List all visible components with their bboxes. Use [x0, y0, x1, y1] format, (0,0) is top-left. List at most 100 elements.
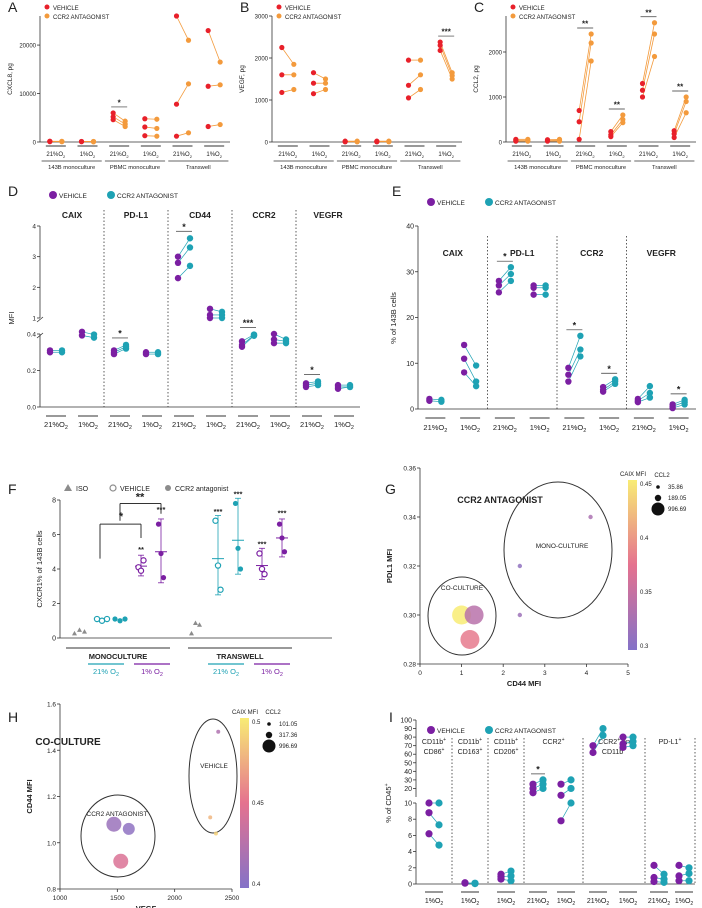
bubble-point — [213, 831, 218, 836]
x-tick-label: 1%O2 — [497, 898, 516, 907]
antagonist-point — [681, 401, 688, 408]
cluster-ellipse — [427, 576, 497, 656]
vehicle-point — [310, 70, 317, 76]
antagonist-point — [471, 879, 479, 888]
group-label: Transwell — [186, 165, 211, 171]
antagonist-point — [250, 332, 258, 339]
group-label: PBMC monoculture — [342, 165, 392, 171]
antagonist-point — [507, 277, 515, 285]
antagonist-point — [218, 314, 226, 322]
y-tick-label: 0.8 — [47, 887, 56, 894]
y-tick-label: 10000 — [19, 92, 36, 98]
antagonist-point — [577, 332, 584, 339]
vehicle-point — [576, 119, 582, 125]
y-tick-label: 0.28 — [403, 662, 416, 669]
group-label: 143B monoculture — [280, 165, 327, 171]
x-tick-label: 1%O2 — [669, 423, 689, 434]
antagonist-point — [556, 138, 563, 144]
vehicle-point — [173, 133, 180, 139]
vehicle-point — [405, 95, 412, 101]
group-label: PBMC monoculture — [110, 165, 160, 171]
iso-point — [193, 620, 198, 625]
panel-label: C — [474, 0, 484, 15]
antagonist-point — [291, 86, 297, 93]
antagonist-point — [154, 133, 160, 139]
x-tick-label: 1%O2 — [143, 152, 159, 159]
legend-marker — [49, 191, 57, 199]
antagonist-point — [567, 799, 575, 807]
antagonist-point — [588, 40, 594, 46]
x-tick-label: 1%O2 — [334, 420, 354, 431]
antagonist-point — [158, 550, 164, 557]
x-tick-label: 21%O2 — [46, 152, 66, 159]
category-label: CAIX — [62, 210, 83, 220]
y-tick-label: 50 — [404, 760, 412, 767]
vehicle-point — [110, 110, 116, 116]
antagonist-point — [567, 776, 575, 784]
antagonist-point — [237, 566, 244, 572]
bubble-point — [517, 563, 523, 569]
antagonist-point — [386, 139, 392, 145]
antagonist-point — [217, 59, 223, 65]
vehicle-point — [238, 343, 246, 350]
y-tick-label: 0.4 — [27, 332, 36, 339]
vehicle-point — [279, 89, 285, 96]
vehicle-point — [437, 47, 443, 54]
pair-line — [463, 358, 477, 382]
y-tick-label: 2 — [32, 285, 36, 292]
antagonist-point — [685, 877, 693, 885]
x-tick-label: 2500 — [225, 895, 240, 902]
subgroup-label: 21% O2 — [213, 667, 239, 678]
size-legend-marker — [656, 485, 660, 489]
y-tick-label: 1.2 — [47, 794, 56, 801]
antagonist-point — [651, 20, 658, 26]
group-label: Transwell — [652, 165, 677, 171]
y-tick-label: 100 — [400, 718, 412, 725]
y-tick-label: 0.34 — [403, 515, 416, 522]
legend-marker — [64, 484, 72, 491]
antagonist-point — [683, 110, 689, 116]
y-tick-label: 90 — [404, 726, 412, 733]
vehicle-point — [142, 133, 148, 139]
antagonist-point — [282, 339, 290, 347]
category-label: CD11b+ — [422, 737, 446, 746]
y-tick-label: 0.30 — [403, 613, 416, 620]
antagonist-point — [435, 799, 443, 807]
legend-marker — [427, 726, 435, 734]
x-tick-label: 21%O2 — [110, 152, 130, 159]
y-tick-label: 0 — [410, 407, 414, 414]
pair-line — [177, 238, 191, 257]
antagonist-point — [599, 731, 607, 740]
vehicle-point — [671, 131, 677, 137]
vehicle-point — [557, 817, 565, 825]
legend-marker — [44, 4, 50, 10]
vehicle-point — [557, 791, 565, 799]
vehicle-point — [497, 875, 505, 883]
legend-marker — [165, 485, 171, 491]
legend-label: VEHICLE — [53, 6, 79, 12]
y-tick-label: 4 — [32, 224, 36, 231]
y-tick-label: 4 — [408, 849, 412, 856]
panel-label: H — [8, 709, 18, 725]
bubble-point — [517, 612, 523, 618]
pair-line — [642, 22, 655, 84]
antagonist-point — [449, 76, 455, 82]
pair-line — [642, 33, 655, 91]
cluster-annotation: CCR2 ANTAGONIST — [87, 811, 148, 818]
significance-mark: * — [677, 384, 681, 394]
y-tick-label: 2 — [408, 865, 412, 872]
y-tick-label: 0.36 — [403, 466, 416, 473]
y-tick-label: 2 — [52, 601, 56, 608]
x-tick-label: 21%O2 — [423, 423, 447, 434]
vehicle-point — [342, 139, 348, 145]
antagonist-point — [160, 575, 167, 581]
y-tick-label: 40 — [406, 224, 414, 231]
y-tick-label: 1000 — [489, 96, 503, 102]
antagonist-point — [186, 262, 194, 270]
x-tick-label: 1%O2 — [675, 898, 694, 907]
vehicle-point — [461, 879, 469, 887]
vehicle-point — [675, 861, 683, 869]
group-label: 143B monoculture — [48, 165, 95, 171]
legend-marker — [276, 13, 282, 19]
vehicle-point — [47, 139, 53, 145]
